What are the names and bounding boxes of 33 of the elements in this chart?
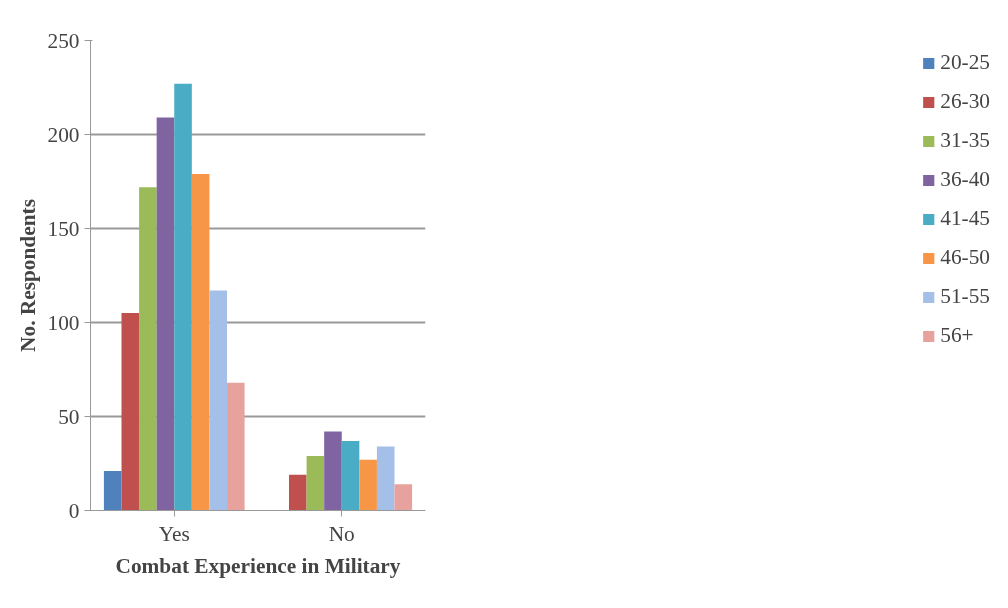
y-tick-label: 150 — [47, 216, 80, 241]
legend-label: 31-35 — [940, 128, 990, 153]
legend-label: 56+ — [940, 323, 974, 348]
bar — [121, 313, 140, 511]
legend-label: 20-25 — [940, 50, 990, 75]
bar — [191, 173, 210, 511]
bar — [376, 446, 395, 511]
bar — [227, 382, 245, 511]
y-tick-label: 250 — [47, 28, 80, 53]
bar — [174, 83, 192, 511]
bar — [103, 471, 122, 511]
y-tick-label: 50 — [58, 404, 80, 429]
bar — [341, 440, 360, 511]
legend-label: 26-30 — [940, 89, 990, 114]
legend-label: 36-40 — [940, 167, 990, 192]
legend-label: 46-50 — [940, 245, 990, 270]
bar — [324, 431, 342, 511]
bar — [288, 474, 307, 511]
bar — [359, 459, 377, 511]
legend-label: 41-45 — [940, 206, 990, 231]
x-axis-title: Combat Experience in Military — [115, 553, 401, 578]
bar — [139, 187, 157, 511]
legend-label: 51-55 — [940, 284, 990, 309]
x-tick-label: Yes — [158, 521, 190, 546]
y-tick-label: 0 — [68, 498, 80, 523]
y-axis-title: No. Respondents — [15, 199, 40, 352]
bar — [394, 484, 413, 511]
bar — [156, 117, 175, 511]
bar — [306, 455, 325, 511]
y-tick-label: 100 — [47, 310, 80, 335]
y-tick-label: 200 — [47, 122, 80, 147]
bar — [209, 290, 228, 511]
x-tick-label: No — [328, 521, 355, 546]
